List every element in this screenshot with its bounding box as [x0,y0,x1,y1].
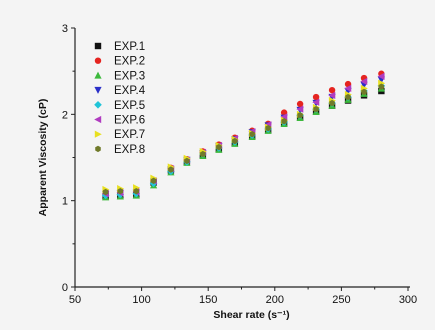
data-point-exp8 [184,157,190,165]
data-point-exp8 [216,143,222,151]
y-tick-label: 2 [62,109,68,121]
legend-label: EXP.8 [114,144,145,156]
legend-marker [94,115,102,124]
legend-marker [94,86,102,94]
data-point-exp8 [281,118,287,125]
data-point-exp8 [265,124,271,132]
legend-marker [95,145,101,153]
data-point-exp2 [296,100,304,108]
data-point-exp8 [329,99,335,107]
legend-marker [94,101,102,109]
data-point-exp8 [168,166,174,173]
data-point-exp8 [297,112,303,119]
x-axis-label: Shear rate (s⁻¹) [213,309,289,321]
x-tick-label: 300 [399,294,417,306]
legend-label: EXP.5 [114,100,145,112]
data-point-exp8 [345,93,351,101]
legend-label: EXP.2 [114,56,145,68]
data-point-exp6 [296,105,304,113]
legend-label: EXP.6 [114,115,145,127]
data-point-exp6 [280,113,288,121]
legend-label: EXP.3 [114,70,145,82]
legend-label: EXP.7 [114,129,145,141]
data-point-exp8 [232,137,238,145]
data-point-exp8 [200,150,206,158]
data-point-exp8 [249,130,255,138]
legend-label: EXP.1 [114,41,145,53]
x-tick-label: 100 [132,294,150,306]
y-tick-label: 3 [62,23,68,35]
x-tick-label: 150 [199,294,217,306]
legend-marker [94,57,102,64]
y-tick-label: 0 [62,282,68,294]
x-tick-label: 250 [332,294,350,306]
data-point-exp8 [378,83,385,90]
data-point-exp6 [328,91,336,99]
legend-label: EXP.4 [114,85,146,97]
data-point-exp8 [133,187,140,195]
legend-marker [94,130,102,138]
data-point-exp8 [102,188,109,196]
data-point-exp8 [117,187,124,195]
data-point-exp2 [328,86,336,94]
data-point-exp6 [360,77,368,86]
legend-marker [94,71,102,79]
legend-marker [94,42,102,50]
data-point-exp8 [150,177,157,185]
y-axis-label: Apparent Viscosity (cP) [37,99,49,217]
data-point-exp8 [361,88,367,96]
x-tick-label: 50 [69,294,81,306]
data-point-exp6 [312,98,320,106]
data-point-exp2 [312,93,320,101]
x-tick-label: 200 [266,294,284,306]
data-point-exp6 [377,72,385,80]
data-point-exp6 [344,84,352,93]
y-tick-label: 1 [62,196,68,208]
data-point-exp8 [313,105,319,113]
